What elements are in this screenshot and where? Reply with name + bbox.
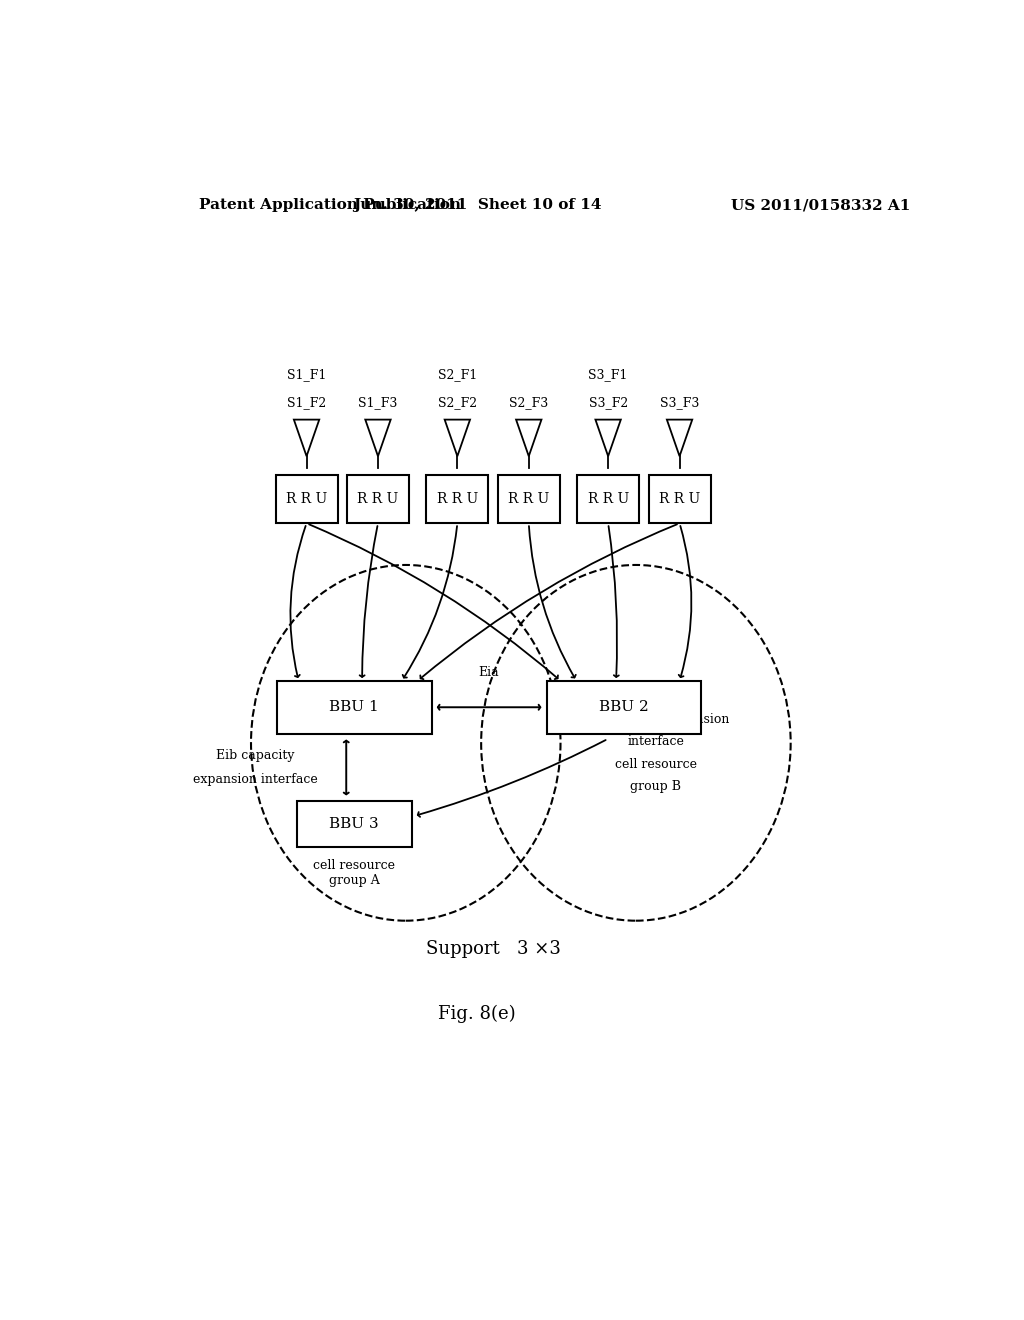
Text: S3_F3: S3_F3	[659, 396, 699, 409]
FancyBboxPatch shape	[498, 474, 560, 523]
FancyBboxPatch shape	[578, 474, 639, 523]
Text: R R U: R R U	[588, 492, 629, 506]
Text: S1_F3: S1_F3	[358, 396, 397, 409]
Text: Jun. 30, 2011  Sheet 10 of 14: Jun. 30, 2011 Sheet 10 of 14	[353, 198, 601, 213]
Text: Eib capacity: Eib capacity	[216, 748, 294, 762]
Text: R R U: R R U	[508, 492, 550, 506]
Text: cell resource: cell resource	[313, 859, 395, 873]
Text: Patent Application Publication: Patent Application Publication	[200, 198, 462, 213]
Text: group B: group B	[630, 780, 681, 793]
FancyBboxPatch shape	[347, 474, 409, 523]
Text: S2_F2: S2_F2	[438, 396, 477, 409]
Text: R R U: R R U	[436, 492, 478, 506]
Text: S1_F1: S1_F1	[287, 368, 327, 381]
Text: US 2011/0158332 A1: US 2011/0158332 A1	[731, 198, 910, 213]
Text: R R U: R R U	[658, 492, 700, 506]
Text: Eia: Eia	[479, 665, 500, 678]
FancyBboxPatch shape	[426, 474, 488, 523]
FancyBboxPatch shape	[297, 801, 412, 847]
Text: BBU 1: BBU 1	[330, 700, 379, 714]
Text: R R U: R R U	[357, 492, 398, 506]
FancyBboxPatch shape	[276, 681, 431, 734]
Text: expansion interface: expansion interface	[193, 774, 317, 787]
Text: R R U: R R U	[286, 492, 328, 506]
Text: Support   3 ×3: Support 3 ×3	[426, 940, 560, 958]
Text: S3_F2: S3_F2	[589, 396, 628, 409]
FancyBboxPatch shape	[275, 474, 338, 523]
Text: S3_F1: S3_F1	[589, 368, 628, 381]
FancyBboxPatch shape	[547, 681, 701, 734]
Text: Fig. 8(e): Fig. 8(e)	[438, 1005, 516, 1023]
Text: interface: interface	[628, 735, 684, 748]
Text: Eib capacity expansion: Eib capacity expansion	[583, 713, 729, 726]
Text: S1_F2: S1_F2	[287, 396, 327, 409]
Text: S2_F1: S2_F1	[437, 368, 477, 381]
Text: BBU 2: BBU 2	[599, 700, 649, 714]
Text: BBU 3: BBU 3	[330, 817, 379, 832]
FancyBboxPatch shape	[648, 474, 711, 523]
Text: group A: group A	[329, 874, 380, 887]
Text: S2_F3: S2_F3	[509, 396, 549, 409]
Text: cell resource: cell resource	[614, 758, 696, 771]
